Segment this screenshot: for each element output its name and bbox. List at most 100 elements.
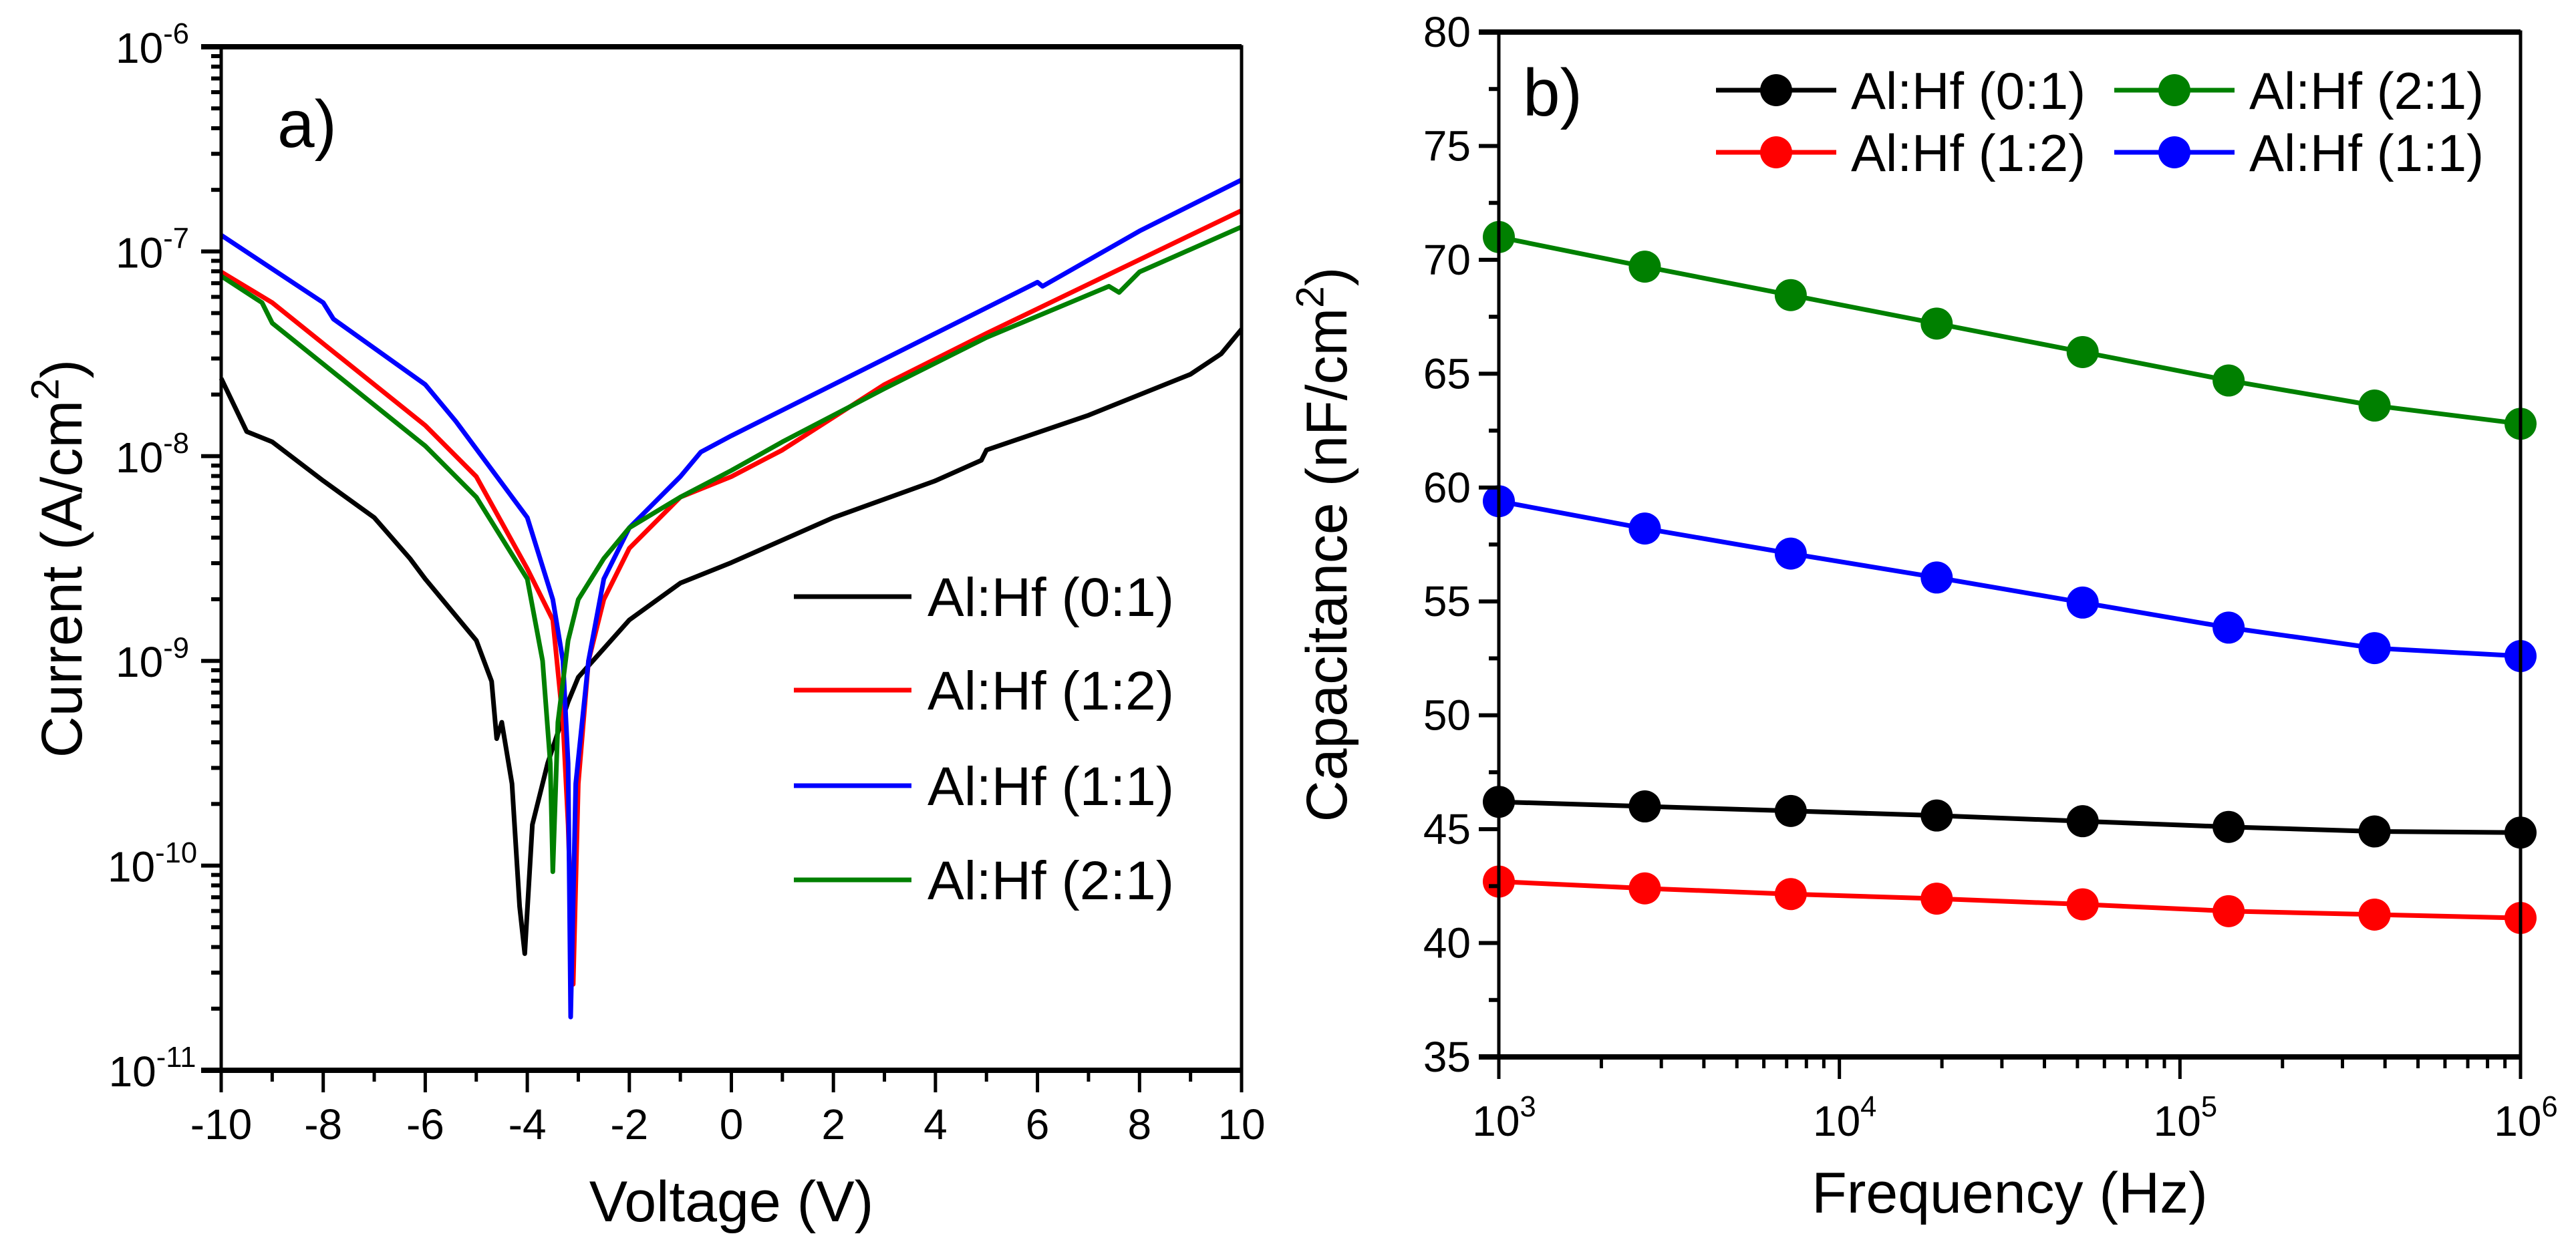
y-tick-label: 40 bbox=[1423, 919, 1471, 967]
x-tick-label: -6 bbox=[406, 1100, 444, 1148]
y-tick-label-base: 10 bbox=[116, 24, 163, 72]
x-tick-label: 103 bbox=[1472, 1091, 1536, 1145]
series-line-2 bbox=[220, 178, 1243, 1020]
y-axis-title: Current (A/cm2) bbox=[24, 359, 94, 758]
data-point-marker bbox=[1774, 794, 1807, 827]
y-tick-label-exponent: -10 bbox=[155, 837, 197, 869]
x-tick-label: 6 bbox=[1026, 1100, 1050, 1148]
data-point-marker bbox=[1920, 561, 1953, 594]
y-tick-label: 55 bbox=[1423, 577, 1471, 625]
y-tick-label: 45 bbox=[1423, 805, 1471, 853]
y-tick-label-exponent: -6 bbox=[163, 18, 189, 50]
data-point-marker bbox=[2358, 898, 2391, 931]
y-tick-label: 50 bbox=[1423, 691, 1471, 740]
x-tick-label: -2 bbox=[610, 1100, 648, 1148]
x-tick-label-exponent: 5 bbox=[2201, 1091, 2217, 1123]
data-point-marker bbox=[2358, 389, 2391, 422]
legend-label: Al:Hf (0:1) bbox=[1851, 61, 2086, 120]
data-point-marker bbox=[1628, 872, 1661, 905]
y-axis-title-superscript: 2 bbox=[24, 378, 67, 400]
data-point-marker bbox=[2212, 810, 2245, 843]
y-tick-label-exponent: -8 bbox=[163, 428, 189, 460]
x-tick-label: -10 bbox=[190, 1100, 253, 1148]
data-point-marker bbox=[1920, 307, 1953, 340]
series-line-0 bbox=[1498, 799, 2521, 835]
data-point-marker bbox=[2066, 335, 2099, 368]
y-tick-label: 65 bbox=[1423, 349, 1471, 398]
y-tick-label-base: 10 bbox=[116, 228, 163, 277]
data-point-marker bbox=[2358, 815, 2391, 848]
data-point-marker bbox=[2066, 805, 2099, 838]
x-tick-label-base: 10 bbox=[2154, 1097, 2201, 1145]
panel-a-iv-curve: -10 -8 -6 -4 -2 0 2 4 6 8 1010-1110-1010-910-810-7… bbox=[24, 18, 1266, 1234]
y-tick-label: 10-10 bbox=[108, 837, 197, 891]
y-tick-label-exponent: -7 bbox=[163, 223, 189, 255]
x-tick-label: 106 bbox=[2494, 1091, 2557, 1145]
data-point-marker bbox=[2066, 888, 2099, 921]
y-tick-label: 35 bbox=[1423, 1033, 1471, 1081]
series-line-0 bbox=[219, 327, 1244, 956]
y-tick-label: 75 bbox=[1423, 122, 1471, 170]
y-axis-title-text-end: ) bbox=[1295, 267, 1359, 287]
x-tick-label: -8 bbox=[304, 1100, 342, 1148]
data-point-marker bbox=[1774, 279, 1807, 311]
data-point-marker bbox=[1628, 790, 1661, 823]
x-tick-label: 0 bbox=[720, 1100, 744, 1148]
legend-label: Al:Hf (2:1) bbox=[2249, 61, 2484, 120]
legend-marker bbox=[1760, 136, 1792, 168]
legend-label: Al:Hf (1:1) bbox=[927, 756, 1174, 817]
series-line-3 bbox=[220, 224, 1243, 875]
series-line-1 bbox=[1498, 235, 2521, 426]
x-axis-title: Voltage (V) bbox=[589, 1170, 873, 1234]
y-tick-label-base: 10 bbox=[116, 638, 163, 686]
y-tick-label: 10-6 bbox=[116, 18, 189, 72]
x-tick-label-base: 10 bbox=[1472, 1097, 1520, 1145]
y-tick-label: 70 bbox=[1423, 236, 1471, 284]
data-point-marker bbox=[1774, 878, 1807, 911]
x-tick-label: 4 bbox=[923, 1100, 948, 1148]
y-axis-title-text: Capacitance (nF/cm bbox=[1295, 308, 1359, 822]
x-tick-label: 10 bbox=[1218, 1100, 1265, 1148]
data-point-marker bbox=[1774, 537, 1807, 570]
data-point-marker bbox=[2212, 611, 2245, 644]
y-axis-title-superscript: 2 bbox=[1289, 286, 1332, 308]
y-tick-label: 10-7 bbox=[116, 223, 189, 277]
x-tick-label-base: 10 bbox=[2494, 1097, 2541, 1145]
x-tick-label-exponent: 6 bbox=[2541, 1091, 2557, 1123]
x-tick-label-exponent: 4 bbox=[1860, 1091, 1876, 1123]
legend-label: Al:Hf (0:1) bbox=[927, 567, 1174, 628]
x-tick-label: -4 bbox=[509, 1100, 547, 1148]
y-tick-label-base: 10 bbox=[116, 434, 163, 482]
y-tick-label: 10-9 bbox=[116, 632, 189, 686]
x-axis-title: Frequency (Hz) bbox=[1812, 1161, 2208, 1225]
legend-label: Al:Hf (1:2) bbox=[1851, 124, 2086, 182]
data-point-marker bbox=[1628, 251, 1661, 283]
y-axis-title-text-end: ) bbox=[30, 359, 94, 379]
plot-frame bbox=[219, 45, 1244, 1072]
data-point-marker bbox=[1628, 512, 1661, 545]
x-tick-label: 8 bbox=[1128, 1100, 1152, 1148]
legend: Al:Hf (0:1) Al:Hf (2:1) Al:Hf (1:2) Al:Hf (… bbox=[1716, 61, 2484, 182]
panel-label: b) bbox=[1523, 55, 1582, 130]
legend-label: Al:Hf (1:2) bbox=[927, 661, 1174, 722]
y-tick-label: 10-8 bbox=[116, 428, 189, 482]
legend-label: Al:Hf (1:1) bbox=[2249, 124, 2484, 182]
series-line-2 bbox=[1498, 879, 2521, 921]
y-tick-label: 60 bbox=[1423, 464, 1471, 512]
x-tick-label: 105 bbox=[2154, 1091, 2217, 1145]
legend: Al:Hf (0:1) Al:Hf (1:2) Al:Hf (1:1) Al:Hf (… bbox=[794, 567, 1174, 911]
y-tick-label-base: 10 bbox=[108, 843, 155, 891]
y-tick-label-exponent: -11 bbox=[156, 1042, 196, 1074]
legend-marker bbox=[2158, 74, 2190, 106]
legend-marker bbox=[2158, 136, 2190, 168]
data-point-marker bbox=[1920, 883, 1953, 915]
legend-label: Al:Hf (2:1) bbox=[927, 850, 1174, 911]
y-axis-title: Capacitance (nF/cm2) bbox=[1289, 267, 1359, 822]
series-line-3 bbox=[1498, 498, 2521, 659]
legend-marker bbox=[1760, 74, 1792, 106]
y-tick-label-exponent: -9 bbox=[163, 632, 189, 664]
y-tick-label: 10-11 bbox=[109, 1042, 196, 1096]
data-point-marker bbox=[2212, 364, 2245, 397]
